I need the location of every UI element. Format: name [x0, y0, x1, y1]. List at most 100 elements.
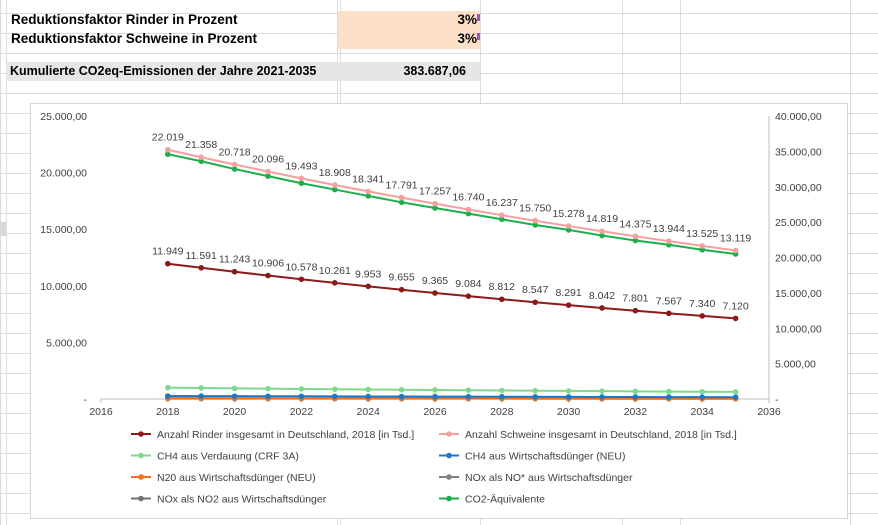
data-point-ch4_verdauung [198, 385, 204, 391]
data-point-ch4_wirtschaft [165, 393, 171, 399]
data-label-schweine: 20.718 [219, 146, 251, 158]
data-label-rinder: 11.591 [186, 250, 217, 262]
data-label-rinder: 8.547 [522, 284, 548, 296]
data-point-ch4_verdauung [599, 388, 605, 394]
legend-marker-schweine [446, 431, 452, 437]
data-label-rinder: 7.567 [656, 295, 682, 307]
y-tick-label-left: 25.000,00 [40, 111, 87, 123]
series-line-ch4_wirtschaft [167, 395, 736, 399]
legend-marker-n20 [138, 474, 144, 480]
legend-marker-rinder [138, 431, 144, 437]
data-label-schweine: 18.341 [352, 173, 384, 185]
data-point-schweine [432, 200, 438, 207]
data-point-ch4_verdauung [298, 386, 305, 392]
data-point-ch4_wirtschaft [732, 394, 739, 401]
data-point-ch4_wirtschaft [398, 393, 405, 400]
y-tick-label-right: 10.000,00 [775, 323, 822, 335]
data-label-rinder: 7.120 [722, 300, 748, 312]
cell-schweine-percent[interactable]: 3% [338, 30, 480, 49]
data-point-rinder [165, 260, 171, 267]
data-point-ch4_wirtschaft [365, 393, 372, 400]
data-point-ch4_verdauung [699, 388, 705, 395]
column-divider [6, 0, 7, 525]
y-tick-label-right: 15.000,00 [775, 288, 822, 300]
cell-label-rinder[interactable]: Reduktionsfaktor Rinder in Prozent [11, 12, 238, 27]
data-point-co2 [632, 237, 639, 244]
data-point-co2 [165, 151, 171, 158]
line-chart[interactable]: 25.000,00 20.000,00 15.000,00 10.000,00 5.00… [30, 103, 848, 519]
data-point-ch4_wirtschaft [666, 394, 672, 400]
data-point-co2 [565, 227, 572, 233]
data-point-co2 [599, 232, 605, 239]
data-point-rinder [732, 315, 739, 322]
data-label-schweine: 17.257 [419, 186, 451, 198]
data-point-schweine [599, 228, 605, 235]
data-point-ch4_verdauung [432, 387, 438, 393]
y-tick-label-right: 25.000,00 [775, 217, 822, 229]
data-point-ch4_wirtschaft [332, 393, 338, 400]
data-point-ch4_wirtschaft [599, 394, 605, 400]
data-point-rinder [398, 286, 405, 293]
data-point-rinder [432, 290, 438, 296]
series-line-ch4_verdauung [167, 386, 736, 393]
legend-marker-ch4_verdauung [138, 452, 144, 459]
data-point-rinder [265, 272, 271, 279]
legend-label-nox_no: NOx als NO* aus Wirtschaftsdünger [465, 472, 633, 484]
legend-label-schweine: Anzahl Schweine insgesamt in Deutschland… [465, 429, 737, 441]
data-point-co2 [398, 199, 405, 206]
data-point-schweine [265, 168, 271, 175]
data-point-ch4_wirtschaft [298, 393, 305, 400]
cell-value: 3% [457, 31, 477, 46]
data-point-ch4_wirtschaft [265, 393, 271, 400]
data-label-rinder: 10.906 [252, 258, 284, 270]
data-point-ch4_verdauung [165, 384, 171, 391]
data-point-schweine [465, 206, 472, 213]
data-label-rinder: 9.655 [388, 272, 414, 284]
data-label-rinder: 9.084 [455, 278, 481, 290]
series-line-schweine [167, 148, 736, 252]
y-tick-label-left: - [84, 394, 88, 406]
data-point-schweine [666, 238, 672, 244]
data-point-rinder [666, 310, 672, 317]
y-tick-label-right: - [775, 394, 779, 406]
y-tick-label-left: 10.000,00 [40, 281, 87, 293]
summary-row[interactable]: Kumulierte CO2eq-Emissionen der Jahre 20… [6, 62, 480, 81]
data-label-rinder: 7.340 [689, 298, 715, 310]
data-point-schweine [198, 154, 204, 161]
y-tick-label-right: 40.000,00 [775, 111, 822, 123]
cell-label-schweine[interactable]: Reduktionsfaktor Schweine in Prozent [11, 31, 258, 46]
summary-value: 383.687,06 [403, 64, 466, 78]
data-label-rinder: 10.261 [319, 265, 351, 277]
data-label-schweine: 13.944 [653, 223, 685, 235]
data-point-co2 [365, 193, 372, 199]
data-point-co2 [265, 173, 271, 179]
summary-label: Kumulierte CO2eq-Emissionen der Jahre 20… [10, 64, 317, 78]
data-point-ch4_wirtschaft [465, 393, 472, 400]
x-tick-label: 2028 [490, 406, 514, 418]
y-tick-label-right: 20.000,00 [775, 253, 822, 265]
data-label-schweine: 17.791 [386, 180, 418, 192]
data-label-schweine: 15.750 [519, 203, 551, 215]
legend-marker-nox_no2 [138, 495, 144, 502]
data-point-ch4_verdauung [332, 386, 338, 393]
data-point-rinder [599, 305, 605, 311]
legend-label-nox_no2: NOx als NO2 aus Wirtschaftsdünger [157, 494, 327, 506]
chart-canvas: 25.000,00 20.000,00 15.000,00 10.000,00 5.00… [40, 111, 822, 506]
data-point-ch4_wirtschaft [532, 394, 538, 400]
x-tick-label: 2020 [223, 406, 247, 418]
data-label-schweine: 20.096 [252, 154, 284, 166]
series-line-co2 [167, 153, 736, 255]
data-label-rinder: 9.365 [422, 275, 448, 287]
data-point-ch4_wirtschaft [231, 393, 238, 399]
data-label-schweine: 15.278 [553, 208, 585, 220]
data-point-rinder [465, 293, 472, 299]
data-point-ch4_wirtschaft [565, 394, 572, 400]
data-point-ch4_verdauung [666, 388, 672, 395]
cell-rinder-percent[interactable]: 3% [338, 11, 480, 30]
data-point-ch4_verdauung [565, 388, 572, 394]
data-point-rinder [532, 299, 538, 306]
x-tick-label: 2026 [423, 406, 447, 418]
x-tick-label: 2032 [624, 406, 648, 418]
data-point-schweine [398, 194, 405, 201]
data-point-schweine [332, 182, 338, 188]
